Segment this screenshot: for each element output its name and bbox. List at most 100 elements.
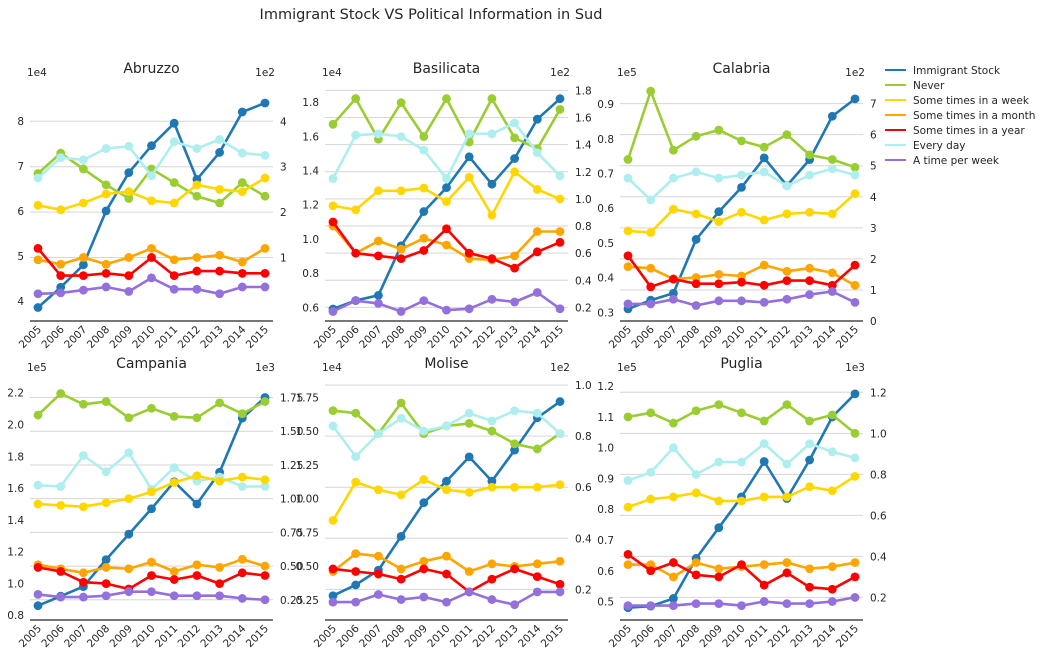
- right-tick-label: 0.4: [575, 275, 592, 287]
- data-point: [33, 173, 43, 183]
- legend-item-every-day: Every day: [885, 140, 966, 152]
- data-point: [805, 416, 814, 426]
- data-point: [737, 182, 746, 192]
- left-tick-label: 0.75: [296, 527, 319, 539]
- data-point: [759, 580, 769, 590]
- data-point: [374, 251, 383, 261]
- right-tick-label: 0.8: [575, 221, 592, 233]
- data-point: [669, 572, 678, 582]
- x-tick-label: 2015: [539, 324, 566, 351]
- data-point: [623, 549, 633, 559]
- data-point: [827, 280, 837, 290]
- data-point: [215, 591, 225, 601]
- x-tick-label: 2012: [471, 623, 498, 650]
- x-tick-label: 2013: [198, 623, 225, 650]
- data-point: [487, 426, 497, 436]
- data-point: [351, 94, 361, 103]
- data-point: [169, 118, 179, 128]
- left-tick-label: 1.2: [597, 381, 614, 393]
- data-point: [328, 516, 338, 525]
- data-point: [237, 187, 247, 197]
- data-point: [169, 478, 179, 487]
- x-tick-label: 2010: [130, 324, 157, 351]
- legend-item-immigrant-stock: Immigrant Stock: [885, 65, 1001, 77]
- data-point: [759, 153, 769, 163]
- data-point: [510, 297, 519, 307]
- data-point: [850, 94, 860, 104]
- data-point: [237, 107, 247, 117]
- x-tick-label: 2007: [652, 324, 679, 351]
- data-point: [328, 201, 338, 211]
- x-tick-label: 2013: [788, 623, 815, 650]
- data-point: [555, 587, 565, 597]
- data-point: [464, 408, 474, 418]
- data-point: [487, 294, 497, 304]
- data-point: [464, 304, 474, 314]
- data-point: [827, 597, 837, 606]
- data-point: [442, 476, 451, 486]
- left-tick-label: 0.8: [302, 268, 319, 280]
- left-tick-label: 1.00: [296, 494, 319, 506]
- right-tick-label: 7: [870, 99, 877, 111]
- x-tick-label: 2009: [698, 623, 725, 650]
- data-point: [56, 592, 66, 602]
- right-tick-label: 0: [870, 316, 877, 328]
- data-point: [555, 579, 565, 589]
- x-tick-label: 2009: [403, 623, 430, 650]
- data-point: [124, 168, 134, 178]
- data-point: [169, 591, 179, 601]
- panel-title: Basilicata: [413, 61, 481, 77]
- data-point: [464, 129, 474, 139]
- data-point: [192, 144, 202, 153]
- data-point: [101, 397, 111, 406]
- data-point: [737, 207, 746, 217]
- left-tick-label: 7: [17, 161, 24, 173]
- data-point: [260, 243, 270, 253]
- data-point: [124, 448, 134, 458]
- left-tick-label: 2.2: [7, 388, 24, 400]
- data-point: [124, 194, 134, 203]
- data-point: [215, 563, 225, 572]
- data-point: [464, 452, 474, 462]
- data-point: [124, 271, 134, 281]
- series-some-times-in-a-week: [623, 472, 860, 512]
- data-point: [169, 198, 179, 208]
- x-tick-label: 2011: [743, 623, 770, 650]
- x-tick-label: 2012: [471, 324, 498, 351]
- data-point: [714, 599, 724, 608]
- data-point: [419, 183, 429, 193]
- data-point: [169, 575, 179, 584]
- data-point: [487, 210, 497, 220]
- panel-basilicata: Basilicata 1e4 1e2 0.6 0.8 1.0 1.2 1.4 1.6 1.8 0.2…: [302, 61, 592, 351]
- data-point: [646, 560, 656, 570]
- data-point: [237, 282, 247, 292]
- data-point: [328, 564, 338, 574]
- data-point: [147, 587, 156, 597]
- data-point: [351, 130, 361, 140]
- x-tick-label: 2011: [448, 623, 475, 650]
- data-point: [555, 480, 565, 490]
- data-point: [805, 564, 814, 574]
- x-tick-label: 2006: [629, 622, 657, 650]
- right-tick-label: 0.2: [575, 584, 592, 596]
- data-point: [396, 186, 406, 196]
- data-point: [101, 259, 111, 269]
- left-tick-label: 1.2: [7, 547, 24, 559]
- data-point: [759, 280, 769, 290]
- data-point: [374, 429, 383, 439]
- data-point: [805, 482, 814, 492]
- data-point: [714, 496, 724, 506]
- data-point: [850, 453, 860, 463]
- series-never: [33, 148, 270, 208]
- data-point: [419, 475, 429, 484]
- data-point: [510, 154, 519, 163]
- data-point: [623, 601, 633, 611]
- data-point: [56, 288, 66, 298]
- data-point: [351, 248, 361, 258]
- data-point: [169, 137, 179, 147]
- data-point: [79, 592, 88, 602]
- data-point: [782, 492, 792, 502]
- series-a-time-per-week: [328, 288, 565, 316]
- right-tick-label: 0.50: [280, 561, 303, 573]
- data-point: [419, 592, 429, 602]
